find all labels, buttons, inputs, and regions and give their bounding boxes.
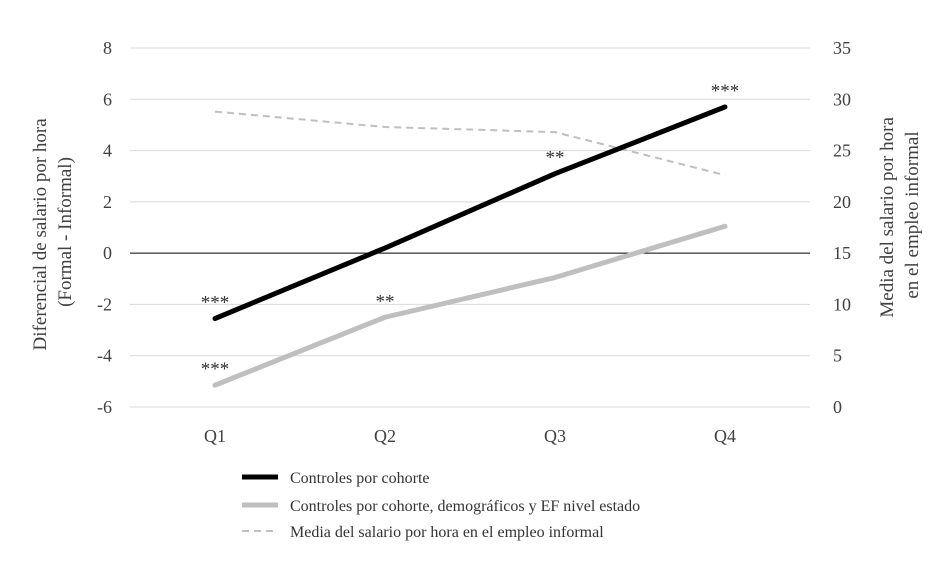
y-tick-label: -6 bbox=[97, 397, 112, 417]
gridlines bbox=[130, 47, 810, 408]
y2-tick-label: 30 bbox=[833, 89, 851, 109]
y2-axis-title-line-1: Media del salario por hora bbox=[877, 117, 898, 318]
y-tick-label: 2 bbox=[103, 192, 112, 212]
significance-annotations: ************* bbox=[201, 81, 740, 380]
significance-stars: ** bbox=[376, 291, 395, 312]
y2-tick-label: 0 bbox=[833, 397, 842, 417]
series-lines bbox=[212, 104, 728, 388]
y-axis-title-line-2: (Formal - Informal) bbox=[55, 157, 76, 307]
x-tick-label: Q1 bbox=[204, 426, 226, 446]
y-tick-label: 4 bbox=[103, 141, 112, 161]
y-axis-title: Diferencial de salario por hora (Formal … bbox=[30, 114, 76, 351]
y-tick-label: 0 bbox=[103, 243, 112, 263]
right-axis-ticks: 35 30 25 20 15 10 5 0 bbox=[833, 38, 851, 417]
legend-label: Media del salario por hora en el empleo … bbox=[290, 524, 604, 541]
significance-stars: *** bbox=[201, 359, 230, 380]
left-axis-ticks: 8 6 4 2 0 -2 -4 -6 bbox=[97, 38, 112, 417]
x-axis-ticks: Q1 Q2 Q3 Q4 bbox=[204, 426, 736, 446]
x-tick-label: Q4 bbox=[714, 426, 736, 446]
series-line bbox=[214, 110, 726, 177]
y-tick-label: -4 bbox=[97, 346, 112, 366]
legend-label: Controles por cohorte, demográficos y EF… bbox=[290, 498, 640, 515]
y-tick-label: -2 bbox=[97, 294, 112, 314]
y2-axis-title-line-2: en el empleo informal bbox=[902, 131, 923, 298]
legend-label: Controles por cohorte bbox=[290, 470, 430, 487]
x-tick-label: Q3 bbox=[544, 426, 566, 446]
legend: Controles por cohorte Controles por cohor… bbox=[242, 470, 640, 541]
y2-tick-label: 5 bbox=[833, 346, 842, 366]
significance-stars: ** bbox=[546, 148, 565, 169]
significance-stars: *** bbox=[201, 293, 230, 314]
y2-axis-title: Media del salario por hora en el empleo … bbox=[877, 112, 923, 317]
series-line bbox=[212, 223, 728, 388]
y2-tick-label: 35 bbox=[833, 38, 851, 58]
x-tick-label: Q2 bbox=[374, 426, 396, 446]
y2-tick-label: 25 bbox=[833, 141, 851, 161]
series-line bbox=[212, 104, 728, 322]
significance-stars: *** bbox=[711, 81, 740, 102]
y-tick-label: 8 bbox=[103, 38, 112, 58]
y-axis-title-line-1: Diferencial de salario por hora bbox=[30, 118, 51, 351]
y2-tick-label: 10 bbox=[833, 294, 851, 314]
y2-tick-label: 20 bbox=[833, 192, 851, 212]
y-tick-label: 6 bbox=[103, 89, 112, 109]
y2-tick-label: 15 bbox=[833, 243, 851, 263]
